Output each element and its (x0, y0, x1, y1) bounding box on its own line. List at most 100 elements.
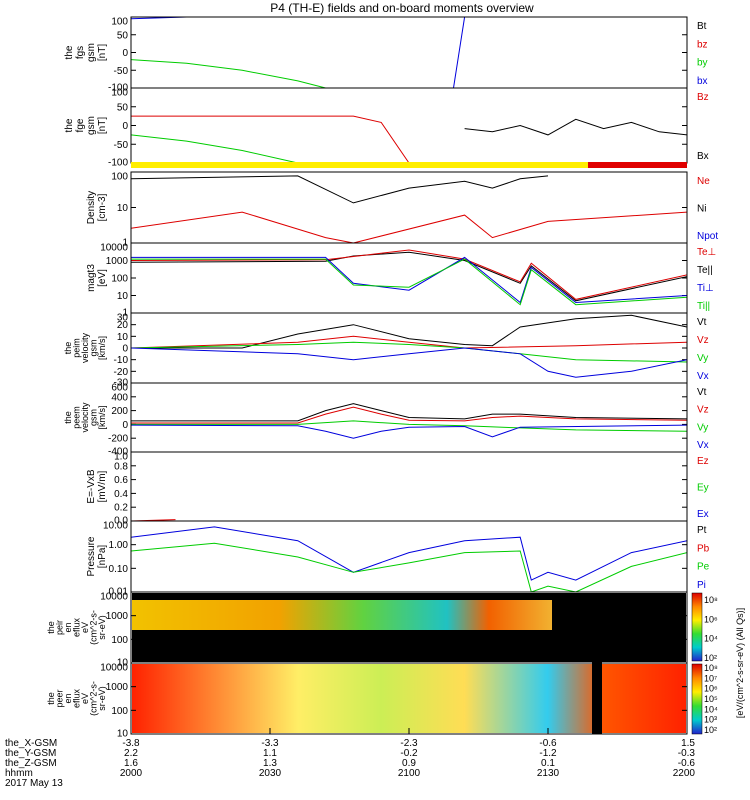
x-tick-label: -2.3 (400, 738, 418, 749)
colorbar-label: [eV/(cm^2-s-sr-eV) (All Qs)] (735, 608, 745, 718)
y-tick-label: 10 (117, 729, 129, 740)
y-axis-label: eV (80, 693, 90, 704)
y-tick-label: 0.10 (109, 564, 129, 575)
colorbar-tick: 10⁴ (704, 704, 718, 714)
y-axis-label: eflux (72, 617, 82, 637)
y-tick-label: 100 (111, 17, 128, 28)
y-tick-label: 10 (117, 332, 129, 343)
y-tick-label: 1 (122, 238, 128, 249)
y-axis-label: peem (72, 406, 82, 429)
legend-entry: Pi (697, 580, 706, 591)
x-tick-label: 2100 (398, 768, 421, 779)
y-tick-label: -400 (108, 447, 128, 458)
y-tick-label: -200 (108, 434, 128, 445)
legend-entry: bx (697, 76, 708, 87)
y-axis-label: fge (75, 118, 86, 132)
y-tick-label: 0.6 (114, 475, 128, 486)
y-tick-label: 50 (117, 30, 129, 41)
y-tick-label: 0 (122, 48, 128, 59)
legend-entry: Ey (697, 483, 709, 494)
y-axis-label: [km/s] (97, 336, 107, 360)
y-tick-label: 0 (122, 344, 128, 355)
legend-entry: Ez (697, 456, 709, 467)
y-axis-label: [mV/m] (97, 470, 108, 502)
status-bar-yellow (131, 162, 588, 168)
panel-frame (130, 451, 688, 522)
y-tick-label: 50 (117, 102, 129, 113)
legend-entry: Npot (697, 231, 718, 242)
y-axis-label: Pressure (86, 536, 97, 576)
y-axis-label: magt3 (86, 264, 97, 292)
legend-entry: Vy (697, 353, 708, 364)
y-axis-label: [nT] (97, 44, 108, 61)
x-tick-label: 2030 (259, 768, 282, 779)
series-line-Bx (464, 118, 687, 136)
series-line-Vz (131, 335, 687, 349)
y-tick-label: 0.0 (114, 516, 128, 527)
y-axis-label: peir (55, 620, 65, 635)
x-tick-label: 2.2 (124, 748, 138, 759)
legend-entry: by (697, 58, 708, 69)
series-line-Vy (131, 420, 687, 432)
y-axis-label: [nT] (97, 117, 108, 134)
x-tick-label: 1.6 (124, 758, 138, 769)
x-tick-label: -0.2 (400, 748, 418, 759)
y-axis-label: gsm (86, 43, 97, 62)
y-tick-label: 1 (122, 308, 128, 319)
x-tick-label: -0.3 (678, 748, 696, 759)
panel-efield: 1.00.8 0.6 0.4 0.2 0.0 E=-VxB [mV/m] Ez Ey Ex (86, 451, 709, 527)
y-axis-label: en (63, 693, 73, 703)
y-tick-label: 10.00 (103, 521, 128, 532)
y-axis-label: gsm (86, 116, 97, 135)
colorbar-top (691, 592, 703, 662)
y-axis-label: (cm^2-s- (89, 610, 99, 645)
y-tick-label: 0.4 (114, 489, 128, 500)
y-tick-label: -10 (114, 355, 129, 366)
y-tick-label: -100 (108, 158, 128, 169)
y-tick-label: 10000 (100, 663, 128, 674)
series-line-Vx (131, 347, 687, 378)
colorbar-tick: 10⁶ (704, 684, 718, 694)
y-axis-label: the (63, 342, 73, 355)
y-axis-label: E=-VxB (86, 469, 97, 504)
y-axis-label: [eV] (97, 269, 108, 287)
y-axis-label: [km/s] (97, 406, 107, 430)
y-axis-label: peim (72, 338, 82, 358)
panel-density: 100 10 1 Density [cm-3] Ne Ni Npot (86, 171, 718, 249)
y-axis-label: sr-eV) (97, 686, 107, 711)
status-bar-red (588, 162, 687, 168)
series-line-Vt (131, 314, 687, 349)
colorbar-tick: 10² (704, 725, 717, 735)
y-tick-label: 30 (117, 313, 129, 324)
panel-pressure: 10.00 1.00 0.10 0.01 Pressure [nPa] Pt Pb Pe Pi (86, 520, 710, 598)
y-axis-label: the (46, 621, 56, 634)
y-tick-label: 400 (111, 392, 128, 403)
x-tick-label: 1.3 (263, 758, 277, 769)
y-tick-label: -50 (114, 66, 129, 77)
y-axis-label: Density (86, 191, 97, 224)
series-line-Vx (131, 424, 687, 439)
legend-entry: Pe (697, 562, 710, 573)
legend-entry: Ti⊥ (697, 283, 714, 294)
series-line-Ne (131, 211, 687, 243)
series-line-Bx (131, 134, 298, 163)
panel-fgs: 100 50 0 -50 -100 the fgs gsm [nT] Bt bz by bx (64, 16, 708, 94)
legend-entry: Bx (697, 151, 709, 162)
series-line-Ti⊥ (131, 256, 687, 304)
legend-entry: Vz (697, 405, 709, 416)
x-tick-label: 1.1 (263, 748, 277, 759)
legend-entry: Vx (697, 440, 709, 451)
panel-temp: 10000 1000 100 10 1 magt3 [eV] Te⊥ Te|| Ti⊥ Ti|| (86, 242, 716, 319)
y-axis-label: eV (80, 622, 90, 633)
panel-frame (130, 520, 688, 593)
x-tick-label: 2130 (537, 768, 560, 779)
x-tick-label: -0.6 (539, 738, 557, 749)
legend-entry: Bz (697, 92, 709, 103)
x-row-label: the_X-GSM (5, 738, 57, 749)
series-line-Te⊥ (131, 249, 687, 300)
y-tick-label: 20 (117, 320, 129, 331)
y-tick-label: -100 (108, 83, 128, 94)
series-line-Bz (131, 115, 410, 163)
x-row-label: the_Z-GSM (5, 758, 57, 769)
